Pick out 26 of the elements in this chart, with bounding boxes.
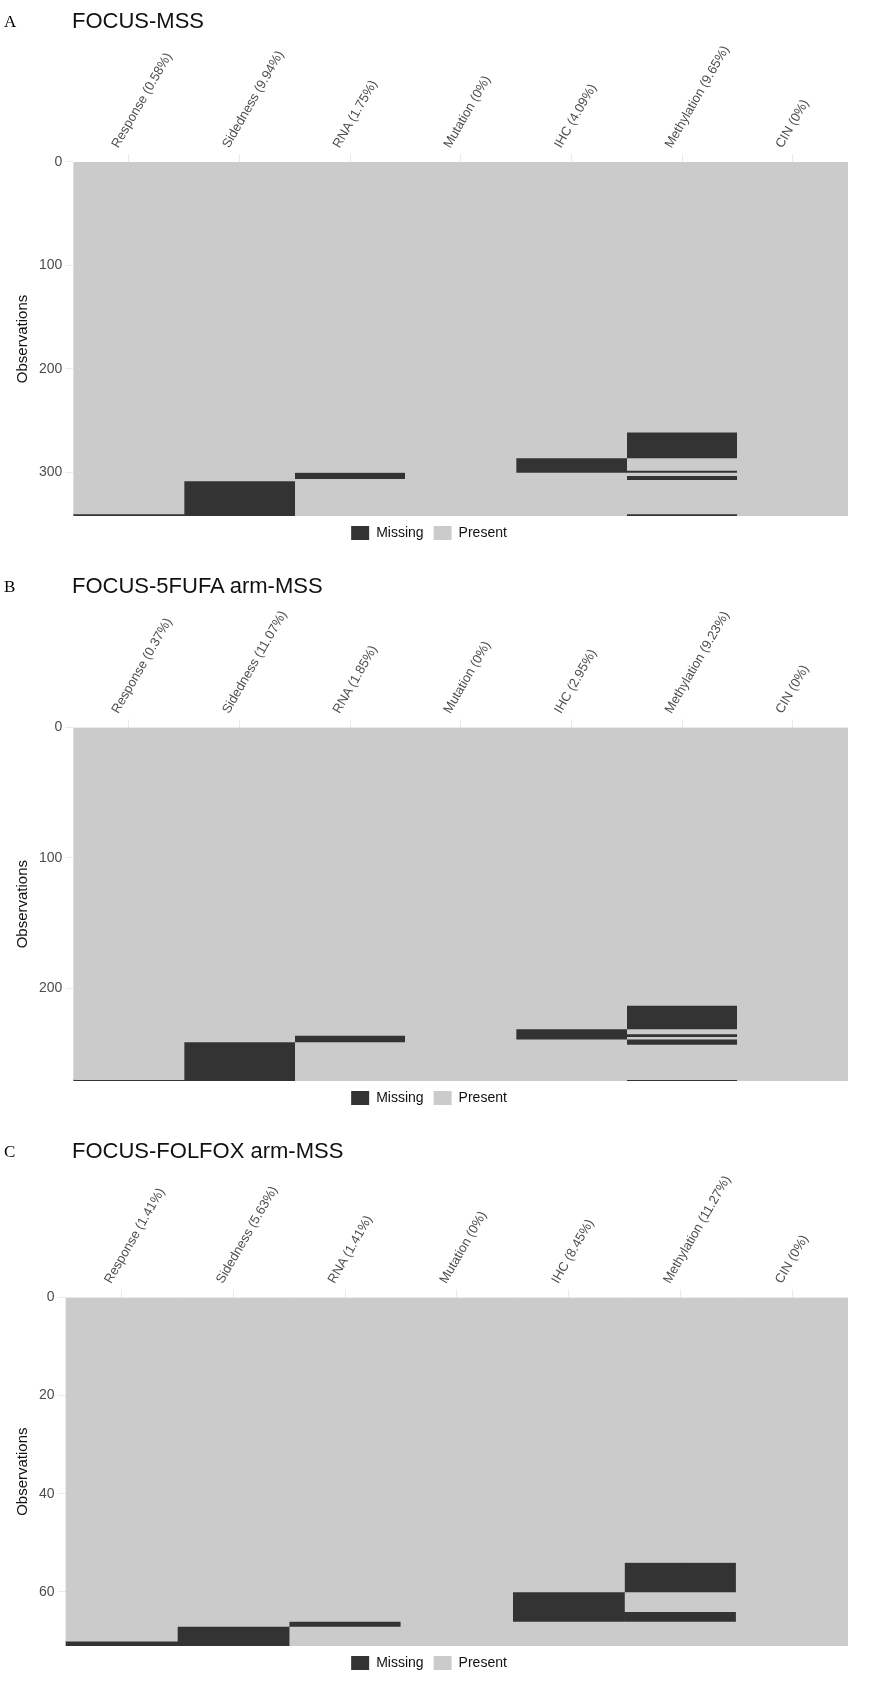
y-tick-label: 0: [54, 152, 63, 169]
legend-label: Missing: [376, 1653, 424, 1670]
y-tick-label: 100: [39, 848, 63, 865]
y-tick-label: 100: [39, 256, 63, 273]
y-tick-label: 40: [38, 1484, 55, 1501]
text: B: [4, 577, 16, 597]
legend-label: Present: [458, 523, 507, 540]
y-axis-title: Observations: [13, 859, 31, 949]
text: A: [4, 12, 17, 32]
y-axis-title: Observations: [13, 1427, 31, 1516]
chart-title: FOCUS-FOLFOX arm-MSS: [72, 1138, 344, 1164]
y-tick-label: 200: [39, 359, 63, 376]
y-tick-label: 0: [54, 718, 63, 735]
chart-title: FOCUS-MSS: [72, 8, 204, 34]
y-tick-label: 60: [38, 1582, 55, 1599]
y-tick-label: 300: [39, 463, 63, 480]
legend-label: Present: [458, 1088, 507, 1105]
legend-label: Present: [458, 1653, 507, 1670]
y-axis-title: Observations: [13, 294, 31, 384]
legend-label: Missing: [376, 523, 424, 540]
legend-label: Missing: [376, 1088, 424, 1105]
text: C: [4, 1142, 16, 1162]
chart-title: FOCUS-5FUFA arm-MSS: [72, 573, 323, 599]
y-tick-label: 20: [38, 1386, 55, 1403]
y-tick-label: 0: [46, 1288, 55, 1305]
y-tick-label: 200: [39, 979, 63, 996]
